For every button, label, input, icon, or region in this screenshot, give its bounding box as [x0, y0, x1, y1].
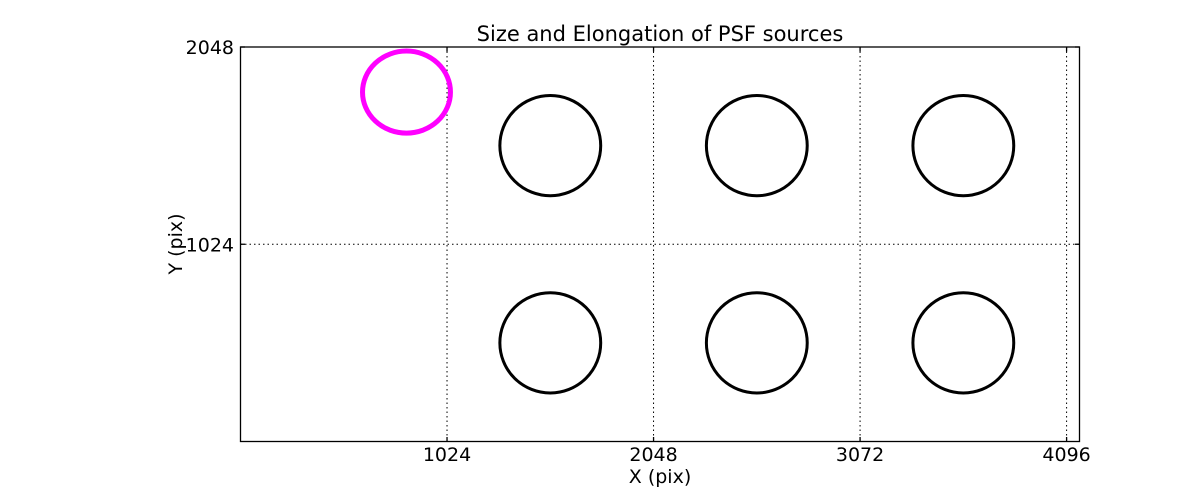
- psf-source-ellipse: [704, 291, 809, 395]
- x-axis-label: X (pix): [629, 466, 691, 488]
- chart-title: Size and Elongation of PSF sources: [477, 22, 844, 46]
- y-tick-label: 2048: [186, 37, 234, 59]
- y-tick-label: 1024: [186, 234, 234, 256]
- psf-source-layer: [360, 48, 1016, 395]
- x-tick-label: 1024: [423, 444, 471, 466]
- x-tick-label: 3072: [836, 444, 884, 466]
- psf-source-ellipse-highlighted: [360, 48, 453, 136]
- psf-source-ellipse: [498, 94, 603, 198]
- tick-layer: [240, 46, 1080, 442]
- psf-source-ellipse: [704, 94, 809, 198]
- x-tick-label: 4096: [1042, 444, 1090, 466]
- psf-source-ellipse: [911, 291, 1016, 395]
- tick-label-layer: 1024 2048 3072 4096 1024 2048: [186, 37, 1091, 466]
- psf-source-ellipse: [911, 94, 1016, 198]
- psf-source-ellipse: [498, 291, 603, 395]
- x-tick-label: 2048: [629, 444, 677, 466]
- y-axis-label: Y (pix): [165, 213, 187, 275]
